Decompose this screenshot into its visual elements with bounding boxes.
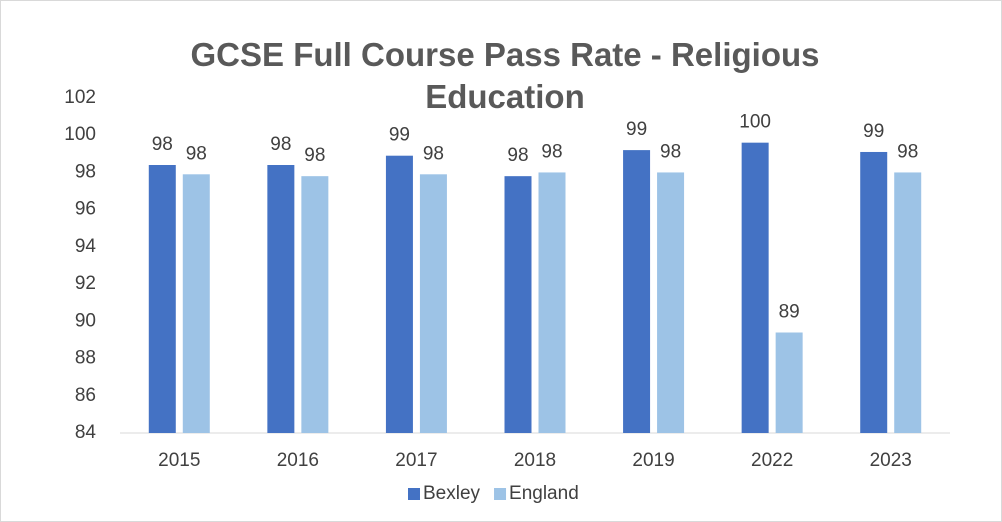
y-tick-label: 84 bbox=[75, 422, 97, 443]
bar bbox=[894, 172, 922, 433]
y-tick-label: 90 bbox=[75, 310, 96, 331]
data-label: 98 bbox=[897, 141, 918, 162]
data-label: 98 bbox=[423, 143, 444, 164]
data-label: 99 bbox=[389, 125, 410, 146]
y-tick-label: 92 bbox=[75, 273, 96, 294]
legend-swatch bbox=[408, 488, 420, 500]
x-tick-label: 2015 bbox=[158, 450, 200, 471]
x-tick-label: 2017 bbox=[395, 450, 437, 471]
bar bbox=[148, 165, 176, 433]
y-tick-label: 88 bbox=[75, 348, 96, 369]
y-tick-label: 102 bbox=[64, 87, 96, 108]
data-label: 100 bbox=[739, 112, 771, 133]
chart-title: GCSE Full Course Pass Rate - Religious E… bbox=[190, 36, 820, 115]
y-tick-label: 94 bbox=[75, 236, 97, 257]
legend-label: Bexley bbox=[423, 483, 481, 504]
data-label: 98 bbox=[507, 145, 528, 166]
x-tick-label: 2018 bbox=[514, 450, 556, 471]
legend-label: England bbox=[509, 483, 579, 504]
y-tick-label: 96 bbox=[75, 199, 96, 220]
bar bbox=[301, 176, 329, 433]
bar bbox=[623, 150, 651, 433]
bar bbox=[267, 165, 295, 433]
data-label: 98 bbox=[186, 143, 207, 164]
data-label: 89 bbox=[779, 302, 800, 323]
data-label: 98 bbox=[660, 141, 681, 162]
bar bbox=[860, 151, 888, 433]
bar bbox=[504, 176, 532, 433]
bar bbox=[775, 332, 803, 433]
data-label: 98 bbox=[304, 145, 325, 166]
x-tick-label: 2022 bbox=[751, 450, 793, 471]
y-tick-label: 86 bbox=[75, 385, 96, 406]
bar bbox=[385, 155, 413, 433]
bar bbox=[182, 174, 210, 434]
data-label: 98 bbox=[541, 141, 562, 162]
y-tick-label: 100 bbox=[64, 124, 96, 145]
y-tick-label: 98 bbox=[75, 161, 96, 182]
bar bbox=[538, 172, 566, 433]
x-tick-label: 2019 bbox=[632, 450, 674, 471]
bar bbox=[419, 174, 447, 434]
data-label: 98 bbox=[270, 134, 291, 155]
data-label: 98 bbox=[152, 134, 173, 155]
data-label: 99 bbox=[863, 121, 884, 142]
x-tick-label: 2016 bbox=[277, 450, 319, 471]
bar bbox=[741, 142, 769, 433]
bar bbox=[657, 172, 685, 433]
x-tick-label: 2023 bbox=[870, 450, 912, 471]
legend-swatch bbox=[494, 488, 507, 500]
data-label: 99 bbox=[626, 119, 647, 140]
